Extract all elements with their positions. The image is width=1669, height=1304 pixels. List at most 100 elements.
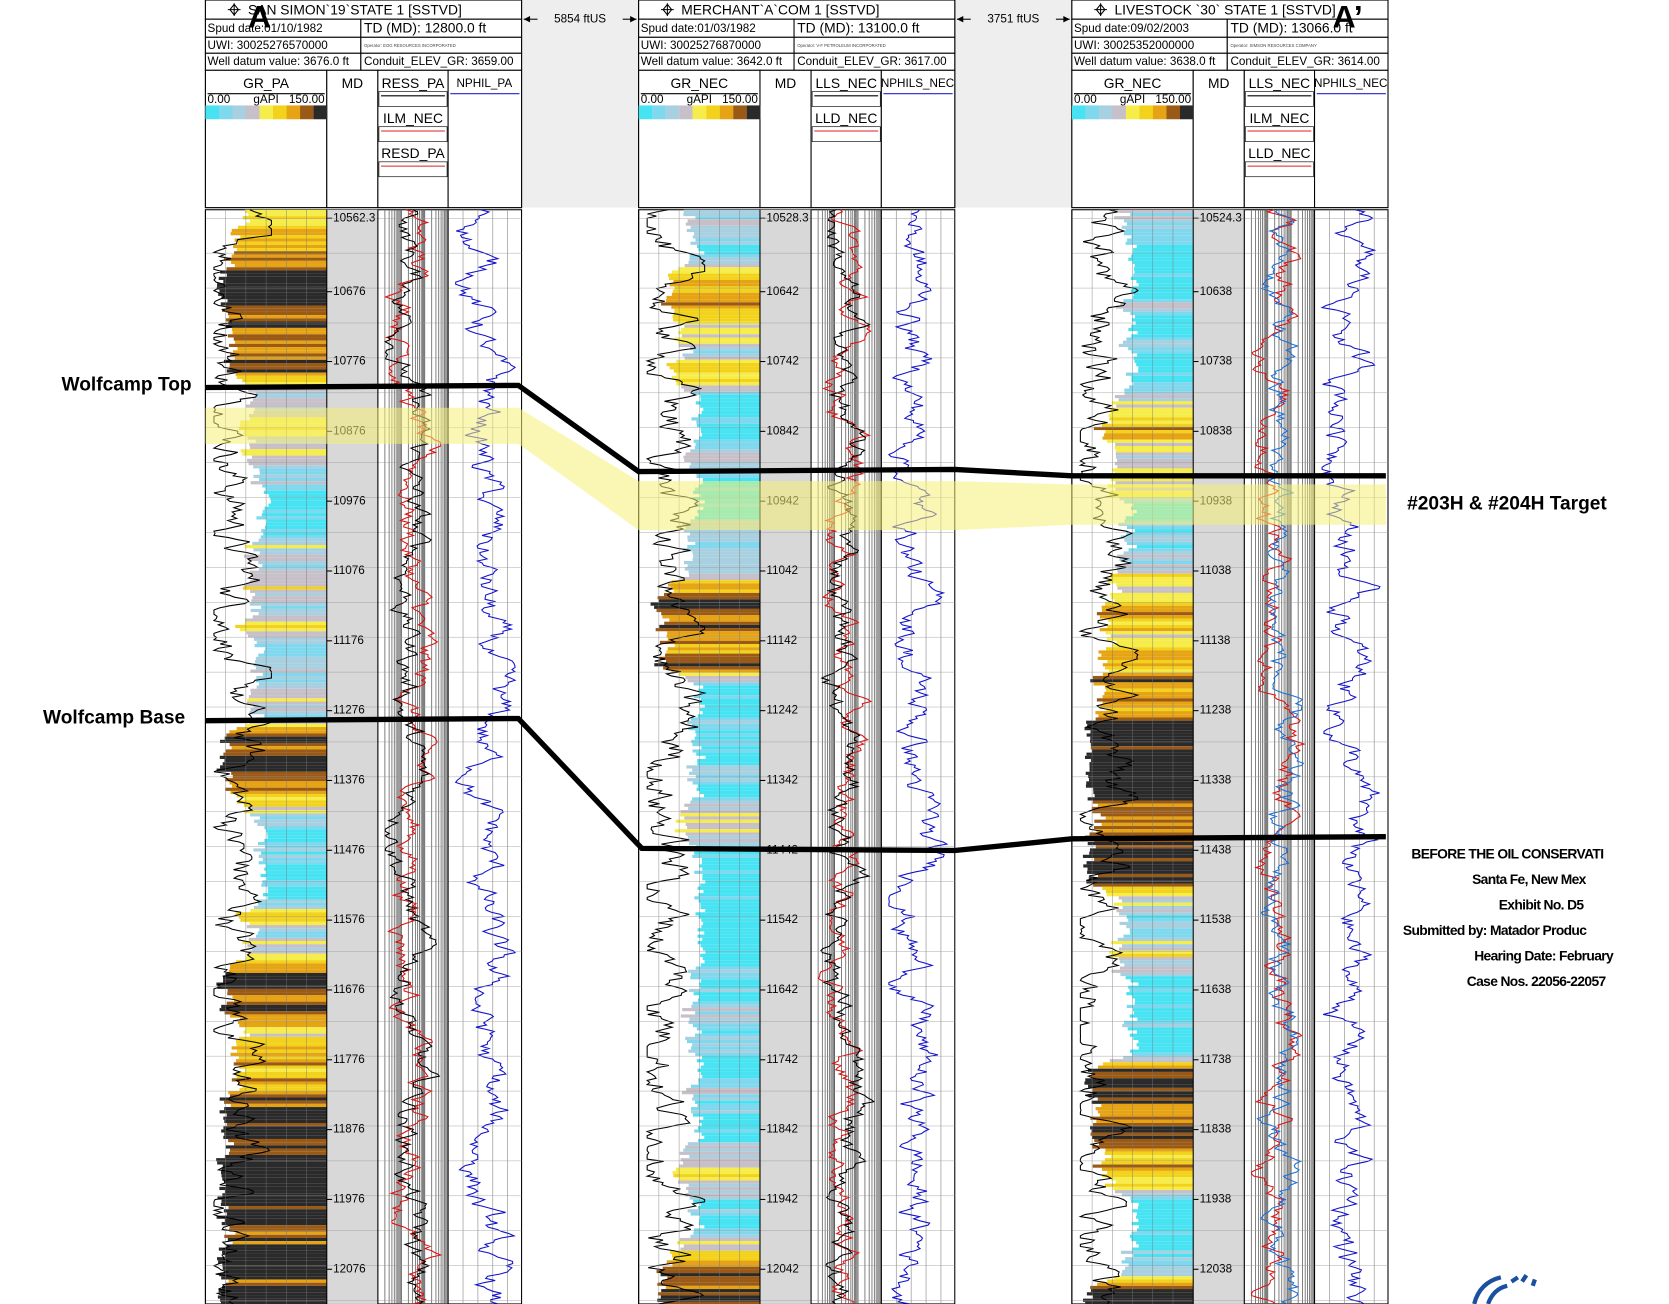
color-bar <box>679 105 693 120</box>
gr-fill <box>1128 1263 1194 1267</box>
gr-fill <box>236 375 327 379</box>
gr-fill <box>250 608 327 613</box>
gr-name: GR_NEC <box>1104 75 1162 91</box>
gr-fill <box>665 653 760 657</box>
gr-fill <box>1131 375 1194 379</box>
target-label: #203H & #204H Target <box>1407 494 1607 515</box>
gr-fill <box>261 851 327 855</box>
gr-fill <box>227 1237 327 1242</box>
header-box <box>1192 69 1245 209</box>
gr-fill <box>661 302 760 306</box>
gr-fill <box>1087 841 1194 846</box>
exhibit-line: Case Nos. 22056-22057 <box>1467 973 1607 989</box>
gr-fill <box>240 235 327 239</box>
gr-fill <box>690 241 760 245</box>
gr-fill <box>1137 353 1194 357</box>
curve-box <box>1245 126 1314 142</box>
gr-fill <box>1092 1087 1194 1092</box>
gr-fill <box>702 937 760 941</box>
gr-fill <box>1134 315 1194 319</box>
gr-fill <box>672 315 760 319</box>
gr-fill <box>1132 260 1194 265</box>
depth-label: 11542 <box>766 913 798 926</box>
gr-fill <box>220 1301 327 1304</box>
gr-fill <box>1110 621 1194 625</box>
gr-fill <box>1113 902 1194 906</box>
gr-fill <box>224 1107 327 1111</box>
gr-fill <box>693 391 760 395</box>
gr-fill <box>692 1024 760 1028</box>
gr-fill <box>217 283 327 287</box>
gr-fill <box>228 969 327 973</box>
gr-fill <box>236 794 327 798</box>
gr-fill <box>672 1257 760 1261</box>
gr-fill <box>247 944 327 948</box>
gr-fill <box>248 212 327 217</box>
gr-fill <box>695 238 760 242</box>
gr-fill <box>236 1075 327 1079</box>
gr-fill <box>695 541 760 546</box>
gr-fill <box>700 953 760 957</box>
well-title: MERCHANT`A`COM 1 [SSTVD] <box>681 1 879 17</box>
gr-fill <box>672 1170 760 1175</box>
gr-fill <box>704 960 760 964</box>
gr-fill <box>683 1244 760 1248</box>
gr-fill <box>1131 324 1194 328</box>
gr-fill <box>1114 1276 1194 1280</box>
gr-fill <box>692 235 760 239</box>
gr-fill <box>248 388 327 392</box>
gr-fill <box>650 602 760 606</box>
gr-fill <box>1089 762 1194 766</box>
gr-fill <box>1102 1174 1194 1178</box>
gr-fill <box>1116 583 1194 587</box>
gr-unit: gAPI <box>253 93 278 106</box>
gr-fill <box>690 225 760 229</box>
gr-fill <box>222 762 327 766</box>
porosity-name: NPHIL_PA <box>456 77 512 90</box>
gr-fill <box>221 1167 327 1171</box>
gr-fill <box>1111 596 1194 600</box>
gr-fill <box>1129 928 1194 932</box>
gr-fill <box>694 1129 760 1133</box>
gr-fill <box>240 449 327 453</box>
gr-fill <box>1122 1269 1194 1274</box>
gap <box>521 0 639 208</box>
gr-fill <box>686 1039 760 1044</box>
gr-fill <box>691 1107 760 1111</box>
gr-fill <box>701 746 760 750</box>
color-bar <box>1125 105 1140 120</box>
color-bar <box>1139 105 1154 120</box>
gr-fill <box>1090 1075 1194 1079</box>
gr-fill <box>695 966 760 970</box>
gr-fill <box>676 1167 760 1171</box>
gr-fill <box>218 1289 327 1293</box>
gr-fill <box>1132 1209 1194 1213</box>
gr-fill <box>1128 918 1194 922</box>
gr-fill <box>684 816 760 820</box>
gr-fill <box>259 471 327 475</box>
gr-fill <box>663 666 760 670</box>
gr-fill <box>698 688 760 692</box>
md-track <box>1193 209 1245 1304</box>
depth-label: 11776 <box>333 1053 365 1066</box>
color-bar <box>719 105 734 120</box>
elevation: Conduit_ELEV_GR: 3614.00 <box>1230 55 1380 68</box>
gr-fill <box>1114 216 1194 220</box>
gr-fill <box>1126 541 1194 546</box>
gr-fill <box>1130 289 1194 293</box>
gr-fill <box>696 733 760 737</box>
gr-fill <box>230 1148 327 1152</box>
gr-fill <box>261 529 327 533</box>
gr-fill <box>1119 921 1194 926</box>
gr-fill <box>233 244 327 249</box>
gr-fill <box>700 1071 760 1076</box>
gr-fill <box>698 1081 760 1085</box>
depth-label: 10524.3 <box>1200 211 1242 224</box>
gr-fill <box>1090 1132 1194 1136</box>
depth-label: 10842 <box>766 424 799 437</box>
gr-fill <box>223 1180 327 1184</box>
gr-fill <box>1095 711 1194 715</box>
gr-fill <box>1106 889 1194 894</box>
gr-fill <box>224 1269 327 1274</box>
depth-label: 12038 <box>1200 1262 1233 1275</box>
